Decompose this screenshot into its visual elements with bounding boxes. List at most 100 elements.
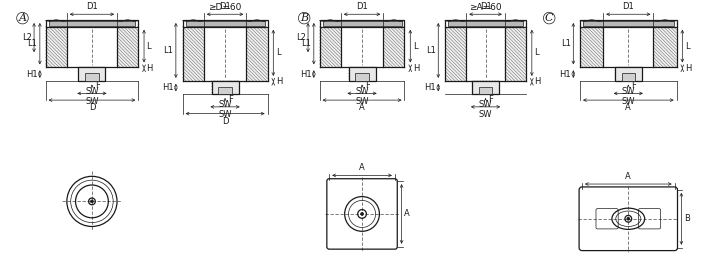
Bar (323, 21, 401, 26)
Text: L2: L2 (22, 33, 32, 42)
Text: H: H (276, 77, 282, 86)
Bar (448, 21, 523, 26)
Bar (580, 20, 677, 27)
Text: SW: SW (622, 87, 635, 96)
Circle shape (90, 200, 93, 203)
Text: H1: H1 (300, 69, 311, 79)
Text: A: A (359, 104, 365, 112)
Bar (654, 27, 677, 67)
Bar (212, 81, 238, 94)
Text: SW: SW (356, 97, 369, 106)
Text: L: L (276, 48, 281, 57)
Text: SW: SW (356, 87, 369, 96)
Text: L: L (146, 42, 151, 50)
Text: F: F (228, 95, 233, 104)
Text: A: A (18, 13, 26, 23)
Text: SW: SW (85, 97, 99, 106)
Bar (320, 20, 404, 27)
Text: ≥D=60: ≥D=60 (209, 3, 242, 12)
Bar (583, 21, 674, 26)
Bar (615, 67, 642, 81)
Text: SW: SW (479, 110, 492, 119)
Bar (182, 20, 268, 27)
Text: D1: D1 (480, 2, 491, 11)
Text: A: A (359, 163, 365, 172)
Text: A: A (625, 104, 631, 112)
Text: L1: L1 (561, 39, 571, 48)
Bar (79, 67, 105, 81)
Bar (212, 81, 238, 94)
Text: L: L (534, 48, 539, 57)
Text: B: B (300, 13, 308, 23)
Bar (622, 73, 635, 81)
Bar (46, 20, 138, 27)
Text: SW: SW (479, 100, 492, 109)
Bar (117, 27, 138, 67)
Bar (580, 27, 603, 67)
Bar (479, 87, 492, 94)
Text: H1: H1 (162, 83, 174, 92)
Text: H1: H1 (559, 69, 571, 79)
Bar (218, 87, 232, 94)
Text: SW: SW (218, 110, 232, 119)
Text: F: F (631, 81, 636, 90)
Bar (85, 73, 99, 81)
Text: F: F (365, 81, 370, 90)
Text: F: F (95, 81, 100, 90)
Bar (348, 67, 376, 81)
Bar (79, 67, 105, 81)
Bar (445, 27, 466, 81)
Bar (85, 73, 99, 81)
Text: L1: L1 (302, 39, 311, 48)
Text: C: C (545, 13, 553, 23)
Text: A: A (404, 210, 410, 218)
Text: H: H (146, 64, 153, 73)
Text: D: D (89, 104, 95, 112)
Bar (185, 21, 265, 26)
Text: D: D (222, 117, 228, 126)
Text: D1: D1 (356, 2, 368, 11)
Bar (182, 27, 204, 81)
Bar (472, 81, 499, 94)
Bar (356, 73, 369, 81)
Text: ≥A=60: ≥A=60 (469, 3, 502, 12)
Text: L: L (685, 42, 689, 50)
Text: L1: L1 (164, 46, 174, 55)
Bar (218, 87, 232, 94)
Bar (479, 87, 492, 94)
Bar (445, 20, 526, 27)
Bar (622, 73, 635, 81)
Text: A: A (625, 172, 631, 181)
Text: H: H (685, 64, 691, 73)
Text: L: L (413, 42, 417, 50)
Circle shape (361, 213, 364, 215)
Bar (383, 27, 404, 67)
Text: H1: H1 (26, 69, 37, 79)
Bar (615, 67, 642, 81)
Bar (356, 73, 369, 81)
Bar (320, 27, 341, 67)
Text: L1: L1 (28, 39, 37, 48)
Text: H: H (534, 77, 541, 86)
Text: L2: L2 (296, 33, 305, 42)
Text: SW: SW (218, 100, 232, 109)
Bar (46, 27, 67, 67)
Circle shape (17, 12, 28, 24)
Text: SW: SW (622, 97, 635, 106)
Bar (246, 27, 268, 81)
Circle shape (543, 12, 555, 24)
Text: D1: D1 (622, 2, 634, 11)
Bar (505, 27, 526, 81)
Bar (49, 21, 135, 26)
Text: B: B (684, 214, 690, 223)
Text: L1: L1 (426, 46, 436, 55)
Circle shape (298, 12, 310, 24)
Text: H1: H1 (425, 83, 436, 92)
Circle shape (627, 217, 630, 220)
Text: F: F (489, 95, 494, 104)
Bar (348, 67, 376, 81)
Text: D1: D1 (86, 2, 98, 11)
Text: D1: D1 (220, 2, 231, 11)
Bar (472, 81, 499, 94)
Text: SW: SW (85, 87, 99, 96)
